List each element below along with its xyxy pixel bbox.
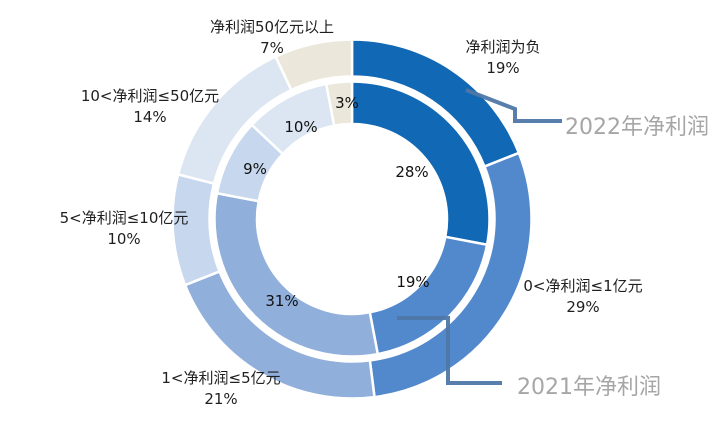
donut-rings — [171, 38, 533, 400]
inner-ring-value-1: 19% — [396, 273, 430, 291]
category-value-outer: 10% — [107, 230, 141, 248]
category-name: 0<净利润≤1亿元 — [523, 277, 643, 295]
category-value-outer: 21% — [204, 390, 238, 408]
category-name: 净利润为负 — [465, 38, 541, 56]
donut-segment-inner-5 — [324, 80, 354, 127]
category-label-4: 10<净利润≤50亿元 14% — [81, 86, 219, 128]
category-label-0: 净利润为负 19% — [465, 37, 540, 79]
category-name: 5<净利润≤10亿元 — [59, 209, 189, 227]
donut-segment-inner-2 — [213, 191, 380, 358]
category-label-1: 0<净利润≤1亿元 29% — [523, 276, 642, 318]
inner-ring-value-5: 3% — [335, 94, 359, 112]
category-name: 10<净利润≤50亿元 — [80, 87, 220, 105]
series-label-2022: 2022年净利润 — [565, 115, 709, 140]
series-label-2021: 2021年净利润 — [517, 375, 661, 400]
callout-line-2021 — [397, 316, 502, 385]
category-value-outer: 14% — [133, 108, 167, 126]
category-name: 净利润50亿元以上 — [209, 18, 335, 36]
category-label-2: 1<净利润≤5亿元 21% — [161, 368, 280, 410]
category-value-outer: 7% — [260, 39, 284, 57]
inner-ring-value-3: 9% — [243, 160, 267, 178]
inner-ring-value-2: 31% — [265, 292, 299, 310]
category-value-outer: 19% — [486, 59, 520, 77]
category-value-outer: 29% — [566, 298, 600, 316]
inner-ring-value-4: 10% — [284, 118, 318, 136]
category-label-5: 净利润50亿元以上 7% — [210, 17, 334, 59]
category-name: 1<净利润≤5亿元 — [161, 369, 281, 387]
donut-segment-outer-5 — [274, 38, 354, 92]
callout-line-2022 — [465, 88, 562, 123]
category-label-3: 5<净利润≤10亿元 10% — [60, 208, 189, 250]
inner-ring-value-0: 28% — [395, 163, 429, 181]
